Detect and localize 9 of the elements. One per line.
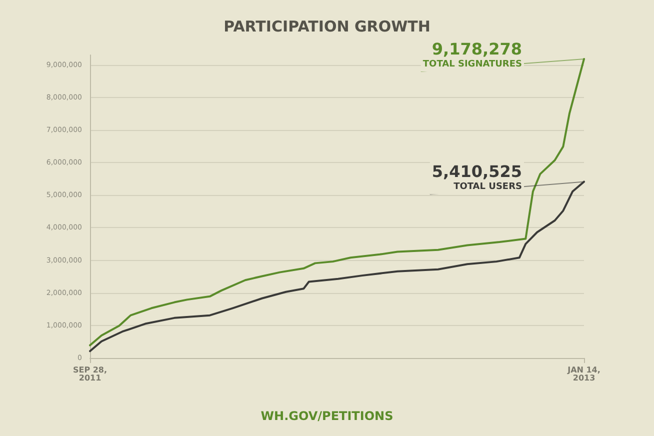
text: TOTAL USERS <box>454 182 522 192</box>
line-series <box>89 58 585 346</box>
data-label: 5,410,525 <box>432 162 522 182</box>
chart-title: PARTICIPATION GROWTH <box>224 18 430 36</box>
x-tick-label: JAN 14, 2013 <box>566 366 600 382</box>
x-tick-label: SEP 28, 2011 <box>72 366 108 382</box>
text: WH.GOV/PETITIONS <box>260 409 394 423</box>
data-label: 9,178,278 <box>432 39 522 58</box>
text: TOTAL SIGNATURES <box>422 59 522 70</box>
